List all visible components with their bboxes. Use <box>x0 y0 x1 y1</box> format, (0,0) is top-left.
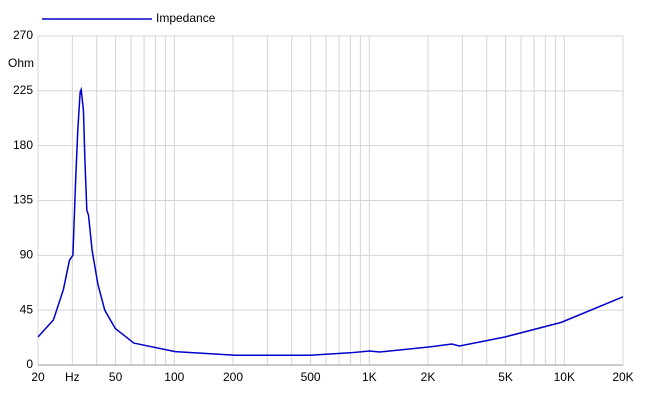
legend-label: Impedance <box>156 11 216 25</box>
y-tick-label: 90 <box>20 248 34 262</box>
x-tick-label: 2K <box>421 370 436 384</box>
y-axis-label: Ohm <box>8 56 34 70</box>
x-tick-label: 20K <box>612 370 633 384</box>
y-tick-label: 45 <box>20 302 34 316</box>
y-tick-label: 270 <box>13 28 33 42</box>
x-tick-label: 100 <box>164 370 184 384</box>
x-tick-label: 1K <box>362 370 377 384</box>
y-tick-label: 135 <box>13 193 33 207</box>
x-tick-label: 500 <box>301 370 321 384</box>
y-tick-label: 0 <box>26 357 33 371</box>
x-tick-label: 10K <box>554 370 575 384</box>
y-tick-label: 180 <box>13 138 33 152</box>
y-tick-label: 225 <box>13 83 33 97</box>
x-tick-label: 5K <box>498 370 513 384</box>
x-tick-label: Hz <box>65 370 80 384</box>
impedance-line <box>37 86 624 356</box>
x-tick-label: 200 <box>223 370 243 384</box>
x-tick-label: 20 <box>31 370 45 384</box>
x-tick-label: 50 <box>109 370 123 384</box>
